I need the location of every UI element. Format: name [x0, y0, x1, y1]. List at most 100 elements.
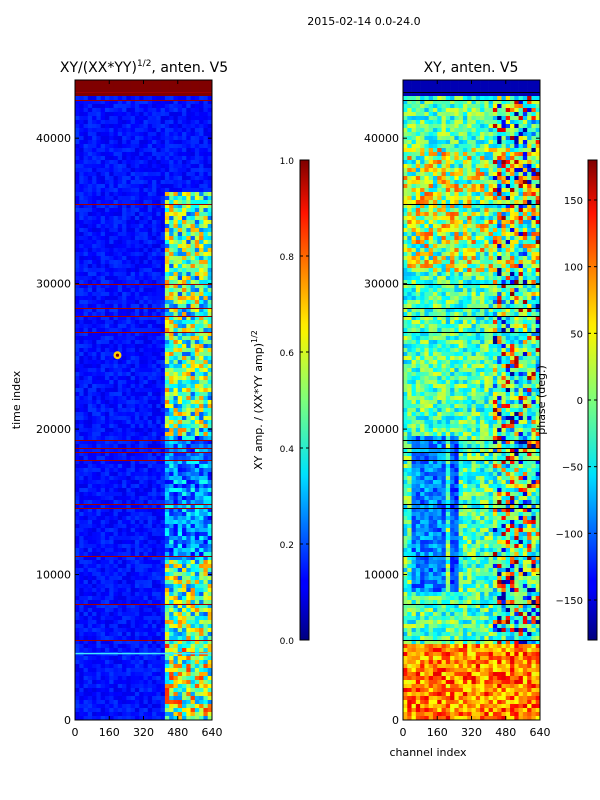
amp-cell: [122, 276, 127, 281]
amp-cell: [130, 360, 136, 365]
amp-cell: [199, 376, 204, 381]
amp-cell: [147, 620, 153, 625]
amp-cell: [130, 656, 136, 661]
amp-cell: [169, 512, 174, 517]
amp-cell: [164, 680, 170, 685]
amp-cell: [169, 664, 174, 669]
amp-cell: [75, 512, 80, 517]
amp-cell: [109, 232, 114, 237]
amp-cell: [156, 584, 161, 589]
amp-cell: [139, 292, 144, 297]
amp-cell: [169, 104, 174, 109]
amp-cell: [100, 132, 106, 137]
amp-cell: [109, 236, 114, 241]
amp-cell: [186, 284, 191, 289]
amp-cell: [92, 488, 97, 493]
amp-cell: [130, 244, 136, 249]
amp-cell: [160, 272, 166, 277]
amp-cell: [75, 356, 80, 361]
amp-cell: [194, 640, 200, 645]
amp-cell: [152, 248, 157, 253]
amp-cell: [130, 684, 136, 689]
amp-cell: [147, 332, 153, 337]
amp-cell: [87, 188, 93, 193]
amp-cell: [117, 416, 123, 421]
amp-cell: [100, 288, 106, 293]
amp-cell: [186, 148, 191, 153]
amp-cell: [199, 576, 204, 581]
amp-cell: [75, 216, 80, 221]
amp-cell: [100, 416, 106, 421]
amp-cell: [160, 300, 166, 305]
amp-cell: [147, 400, 153, 405]
amp-cell: [207, 216, 213, 221]
amp-cell: [139, 348, 144, 353]
amp-cell: [104, 656, 110, 661]
amp-cell: [75, 540, 80, 545]
amp-cell: [190, 204, 196, 209]
amp-cell: [117, 328, 123, 333]
amp-cell: [96, 224, 101, 229]
amp-cell: [79, 164, 84, 169]
amp-cell: [169, 128, 174, 133]
amp-cell: [147, 668, 153, 673]
amp-cell: [130, 216, 136, 221]
amp-cell: [199, 584, 204, 589]
amp-cell: [104, 156, 110, 161]
amp-cell: [79, 564, 84, 569]
amp-cell: [139, 636, 144, 641]
amp-cell: [113, 664, 119, 669]
amp-cell: [203, 428, 209, 433]
amp-cell: [199, 140, 204, 145]
amp-cell: [130, 568, 136, 573]
amp-cell: [173, 412, 179, 417]
amp-cell: [139, 544, 144, 549]
amp-cell: [177, 472, 183, 477]
amp-cell: [130, 328, 136, 333]
amplitude-heatmap[interactable]: [75, 80, 213, 721]
amp-cell: [156, 476, 161, 481]
amp-cell: [186, 212, 191, 217]
amp-flag-line: [75, 556, 212, 557]
amp-cell: [143, 616, 149, 621]
amp-cell: [79, 140, 84, 145]
amp-cell: [92, 396, 97, 401]
amp-cell: [83, 300, 89, 305]
amp-cell: [109, 700, 114, 705]
amp-cell: [134, 160, 140, 165]
amp-cell: [173, 344, 179, 349]
amp-cell: [143, 320, 149, 325]
amp-cell: [104, 396, 110, 401]
amp-cell: [96, 364, 101, 369]
amp-cell: [147, 696, 153, 701]
amp-cell: [92, 696, 97, 701]
amp-cell: [194, 236, 200, 241]
amp-cell: [177, 360, 183, 365]
amp-cell: [203, 84, 209, 89]
amp-cell: [156, 196, 161, 201]
amp-cell: [92, 464, 97, 469]
amp-cell: [134, 692, 140, 697]
amp-cell: [169, 272, 174, 277]
amp-cell: [134, 628, 140, 633]
amp-cell: [143, 496, 149, 501]
amp-cell: [164, 204, 170, 209]
amp-cell: [96, 152, 101, 157]
amp-cell: [169, 480, 174, 485]
amp-cell: [87, 472, 93, 477]
amp-cell: [139, 520, 144, 525]
amp-cell: [199, 260, 204, 265]
amp-cell: [109, 272, 114, 277]
amp-cell: [109, 252, 114, 257]
amp-cell: [177, 368, 183, 373]
amp-cell: [130, 584, 136, 589]
amp-cell: [92, 680, 97, 685]
amp-cell: [79, 608, 84, 613]
amp-cell: [113, 220, 119, 225]
amp-cell: [79, 344, 84, 349]
amp-cell: [113, 112, 119, 117]
amp-cell: [113, 600, 119, 605]
amp-cell: [164, 288, 170, 293]
amp-cell: [79, 436, 84, 441]
amp-cell: [83, 504, 89, 509]
